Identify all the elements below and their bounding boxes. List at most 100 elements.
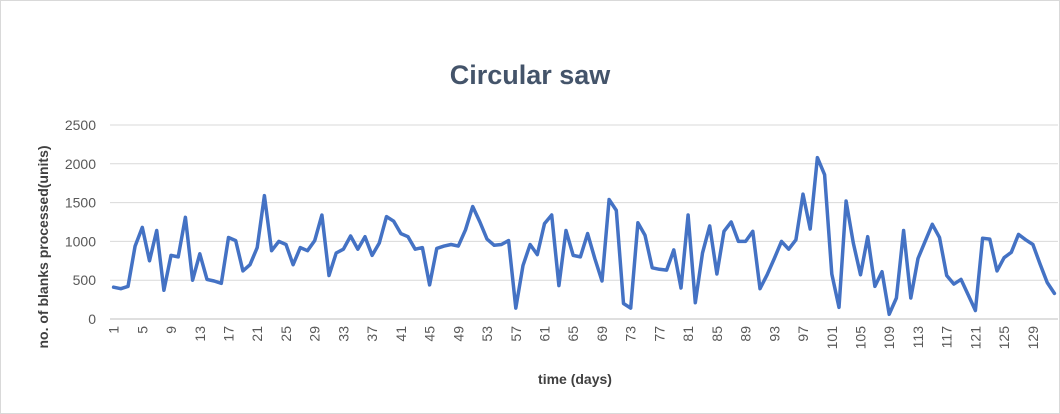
x-tick-label: 21 (249, 326, 265, 342)
x-tick-label: 9 (163, 326, 179, 334)
data-point (493, 244, 496, 247)
data-point (715, 272, 719, 276)
data-point (191, 279, 194, 282)
chart-title: Circular saw (449, 60, 611, 90)
data-point (263, 194, 266, 197)
x-tick-label: 73 (623, 326, 639, 342)
data-point (536, 253, 539, 256)
data-point (744, 240, 747, 243)
data-point (112, 286, 115, 289)
x-tick-label: 85 (709, 326, 725, 342)
data-point (342, 248, 345, 251)
data-point (722, 230, 726, 233)
data-point (1038, 262, 1042, 266)
data-point (557, 284, 561, 287)
data-point (615, 209, 618, 212)
data-point (198, 252, 201, 255)
data-point (607, 198, 611, 201)
data-point (600, 279, 604, 283)
data-point (414, 248, 417, 251)
data-point (528, 243, 532, 246)
x-axis-tick-labels: 1 5 9 13 17 21 25 29 33 37 41 45 49 53 57 61 65 69 73 77 81 8… (106, 326, 1041, 350)
data-point (141, 226, 144, 229)
data-point (550, 213, 553, 217)
data-point (320, 213, 324, 217)
data-point (507, 239, 510, 242)
data-point (758, 287, 762, 290)
data-point (751, 230, 754, 233)
x-tick-label: 93 (766, 326, 782, 342)
data-point (485, 237, 489, 241)
x-tick-label: 25 (278, 326, 294, 342)
data-point (593, 257, 596, 260)
data-point (579, 255, 582, 259)
data-point (270, 249, 273, 252)
x-tick-label: 53 (479, 326, 495, 342)
data-point (313, 239, 316, 242)
data-point (299, 246, 302, 249)
data-point (780, 240, 783, 243)
x-tick-label: 125 (996, 326, 1012, 350)
data-point (327, 274, 331, 277)
data-point (916, 257, 920, 260)
x-tick-label: 17 (221, 326, 237, 342)
data-point (823, 173, 826, 176)
data-point (248, 263, 252, 266)
data-point (586, 232, 589, 235)
x-tick-label: 121 (967, 326, 983, 350)
data-point (708, 224, 711, 228)
data-point (1031, 243, 1035, 246)
data-point (967, 293, 970, 297)
data-point (794, 238, 798, 241)
x-tick-label: 89 (738, 326, 754, 342)
x-tick-label: 45 (422, 326, 438, 342)
data-point (1017, 233, 1020, 236)
data-point (392, 220, 395, 223)
data-point (643, 234, 647, 237)
x-tick-label: 5 (134, 326, 150, 334)
data-point (349, 234, 352, 238)
data-point (1024, 238, 1027, 241)
data-point (277, 240, 280, 243)
x-tick-label: 77 (651, 326, 667, 342)
x-tick-label: 57 (508, 326, 524, 342)
data-point (442, 244, 446, 248)
data-point (658, 268, 661, 271)
data-point (694, 301, 697, 304)
data-point (651, 266, 654, 269)
data-point (679, 286, 683, 290)
data-point (306, 249, 309, 252)
data-point (119, 287, 123, 290)
data-point (931, 223, 934, 226)
data-point (995, 269, 999, 273)
data-point (406, 235, 410, 238)
data-point (234, 239, 237, 242)
data-point (370, 254, 374, 257)
data-point (787, 248, 790, 251)
data-point (895, 296, 898, 300)
data-point (291, 263, 295, 266)
data-point (923, 240, 927, 243)
data-point (665, 268, 668, 272)
data-point (378, 241, 381, 245)
data-point (241, 269, 245, 273)
data-point (457, 244, 460, 248)
data-point (952, 282, 956, 286)
x-tick-label: 33 (335, 326, 351, 342)
data-point (830, 272, 833, 276)
series-layer (111, 155, 1057, 317)
x-tick-label: 1 (106, 326, 122, 334)
x-tick-label: 109 (881, 326, 897, 350)
y-tick-label: 1500 (65, 195, 96, 211)
data-point (169, 254, 173, 257)
y-axis-tick-labels: 0 500 1000 1500 2000 2500 (65, 117, 96, 327)
data-point (227, 236, 230, 239)
x-tick-label: 49 (450, 326, 466, 342)
y-tick-label: 2500 (65, 117, 96, 133)
data-point (880, 270, 884, 273)
data-point (959, 278, 963, 281)
data-point (543, 222, 546, 225)
x-tick-label: 101 (824, 326, 840, 350)
